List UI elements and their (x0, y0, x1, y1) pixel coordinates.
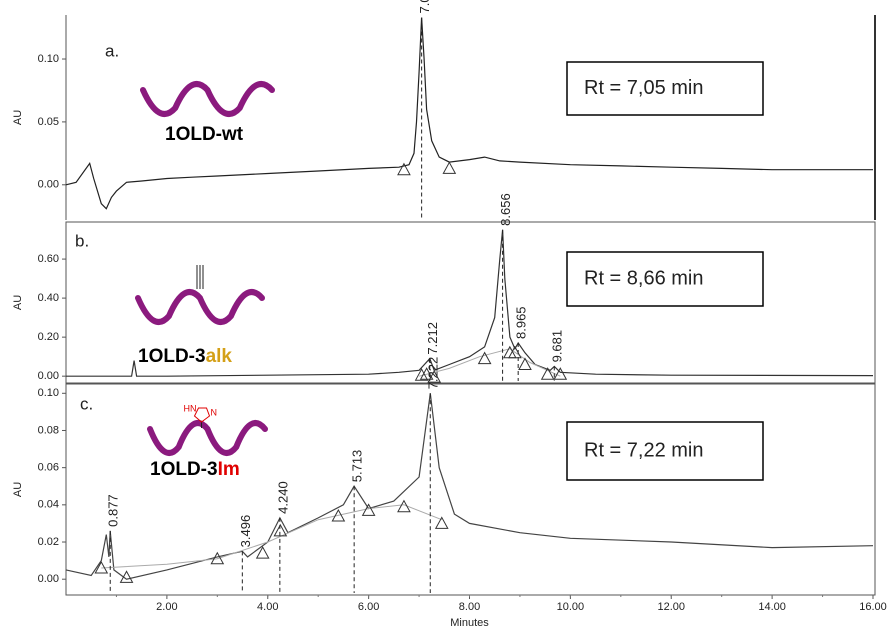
peak-label: 0.877 (106, 494, 121, 527)
integration-marker (273, 523, 288, 537)
y-tick-label: 0.60 (38, 253, 59, 265)
y-tick-label: 0.05 (38, 116, 59, 128)
y-tick-label: 0.04 (38, 499, 59, 511)
imidazole-ring (193, 407, 211, 423)
rt-box (566, 251, 764, 307)
baseline-line (418, 348, 561, 377)
x-tick-label: 12.00 (657, 601, 685, 613)
peak-label: 7.222 (426, 357, 441, 390)
y-tick-label: 0.00 (38, 179, 59, 191)
y-tick-label: 0.40 (38, 292, 59, 304)
molecule-part: 1OLD-3 (138, 346, 206, 367)
dna-wave (140, 81, 275, 117)
y-tick-label: 0.06 (38, 462, 59, 474)
panel-label: b. (75, 231, 89, 250)
integration-marker (414, 368, 429, 381)
integration-marker (210, 551, 225, 565)
peak-label: 5.713 (350, 450, 365, 483)
trace-line (65, 17, 873, 210)
imidazole-label: N (211, 407, 218, 417)
integration-marker (508, 345, 522, 359)
integration-marker (255, 546, 270, 559)
peak-label: 8.965 (514, 306, 529, 339)
integration-marker (119, 570, 134, 583)
x-tick-label: 14.00 (758, 601, 786, 613)
rt-annotation: Rt = 7,05 min (584, 77, 704, 99)
panel-label: c. (80, 394, 93, 413)
integration-marker (518, 357, 532, 370)
y-axis-label: AU (12, 110, 24, 125)
molecule-label: 1OLD-3Im (150, 459, 240, 480)
y-axis-label: AU (12, 482, 24, 497)
peak-label: 7.212 (425, 322, 440, 355)
trace-line (66, 229, 874, 377)
rt-annotation: Rt = 8,66 min (584, 267, 704, 289)
integration-marker (397, 162, 411, 176)
molecule-label: 1OLD-3alk (138, 346, 232, 367)
molecule-part: 1OLD-wt (165, 124, 244, 145)
y-tick-label: 0.08 (38, 424, 59, 436)
y-tick-label: 0.00 (38, 370, 59, 382)
integration-marker (553, 367, 568, 380)
x-tick-label: 6.00 (358, 601, 379, 613)
integration-marker (427, 370, 442, 383)
integration-marker (477, 351, 492, 365)
y-tick-label: 0.20 (38, 331, 59, 343)
rt-annotation: Rt = 7,22 min (584, 439, 704, 461)
y-tick-label: 0.02 (38, 536, 59, 548)
x-tick-label: 16.00 (859, 601, 887, 613)
imidazole-label: HN (184, 403, 197, 413)
molecule-part: Im (218, 459, 240, 480)
y-tick-label: 0.10 (38, 53, 59, 65)
rt-box (566, 421, 764, 481)
peak-label: 8.656 (498, 193, 513, 226)
y-tick-label: 0.10 (38, 387, 59, 399)
dna-wave (147, 420, 268, 456)
integration-marker (434, 516, 449, 529)
integration-marker (331, 508, 346, 522)
peak-label: 4.240 (275, 481, 290, 514)
molecule-part: alk (206, 346, 233, 367)
panel-frame (65, 221, 876, 384)
x-tick-label: 8.00 (459, 601, 480, 613)
trace-line (65, 393, 874, 580)
integration-marker (94, 560, 109, 574)
peak-label: 7.051 (417, 0, 432, 14)
y-tick-label: 0.00 (38, 573, 59, 585)
peak-label: 9.681 (550, 330, 565, 363)
integration-marker (361, 503, 376, 516)
x-tick-label: 10.00 (557, 601, 585, 613)
peak-label: 3.496 (238, 515, 253, 548)
molecule-part: 1OLD-3 (150, 459, 218, 480)
molecule-label: 1OLD-wt (165, 124, 244, 145)
integration-marker (397, 499, 411, 513)
x-tick-label: 4.00 (257, 601, 278, 613)
x-tick-label: 2.00 (156, 601, 177, 613)
integration-marker (540, 367, 555, 380)
integration-marker (419, 367, 434, 380)
dna-wave (135, 289, 265, 325)
y-axis-label: AU (12, 295, 24, 310)
panel-label: a. (105, 41, 119, 60)
x-axis-label: Minutes (450, 617, 489, 629)
rt-box (566, 61, 764, 116)
baseline-line (101, 504, 442, 569)
integration-marker (442, 161, 457, 174)
